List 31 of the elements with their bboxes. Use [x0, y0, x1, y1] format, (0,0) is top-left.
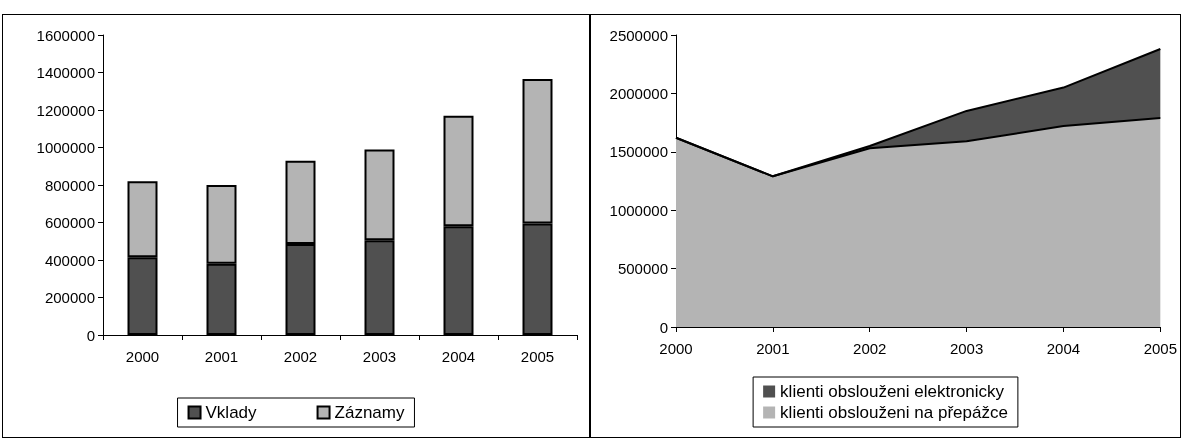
- y-tick-label: 600000: [44, 214, 95, 231]
- legend-label: klienti obslouženi na přepážce: [780, 403, 1008, 422]
- y-tick-label: 1500000: [609, 143, 668, 161]
- y-tick-label: 1200000: [36, 101, 95, 119]
- y-tick-label: 2000000: [609, 84, 668, 102]
- y-tick-label: 1600000: [36, 26, 95, 44]
- x-tick-label: 2004: [1046, 340, 1081, 357]
- y-tick-label: 1000000: [36, 139, 95, 156]
- y-tick-label: 800000: [44, 176, 95, 194]
- y-tick-label: 500000: [617, 260, 668, 278]
- y-tick-label: 1000000: [609, 201, 668, 219]
- x-tick-label: 2005: [520, 348, 555, 365]
- x-tick-label: 2000: [659, 340, 693, 357]
- x-tick-label: 2005: [1143, 340, 1177, 357]
- x-tick-label: 2001: [756, 340, 790, 357]
- x-tick-label: 2002: [283, 348, 318, 365]
- y-tick-label: 2500000: [609, 26, 668, 44]
- x-tick-label: 2000: [125, 348, 160, 365]
- x-tick-label: 2003: [949, 340, 984, 357]
- legend-label: Vklady: [205, 403, 258, 422]
- legend-label: Záznamy: [334, 403, 405, 422]
- x-tick-label: 2002: [853, 340, 887, 357]
- x-tick-label: 2004: [441, 348, 476, 365]
- x-tick-label: 2001: [204, 348, 239, 365]
- y-tick-label: 1400000: [36, 64, 95, 81]
- y-tick-label: 0: [659, 318, 668, 336]
- x-tick-label: 2003: [362, 348, 397, 365]
- y-tick-label: 400000: [44, 251, 95, 269]
- legend-label: klienti obslouženi elektronicky: [780, 382, 1005, 401]
- y-tick-label: 200000: [44, 289, 95, 306]
- y-tick-label: 0: [86, 326, 95, 344]
